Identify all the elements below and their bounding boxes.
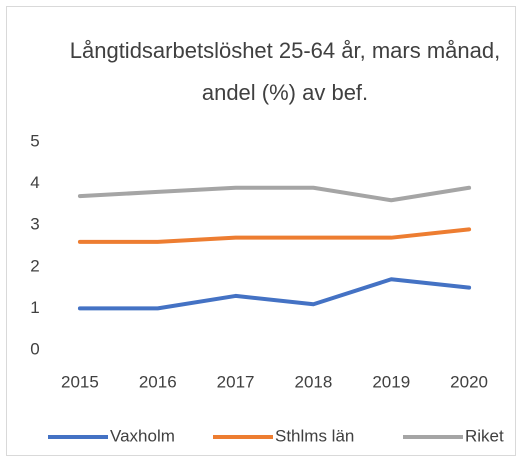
x-tick-label: 2016 bbox=[139, 372, 177, 391]
y-tick-label: 1 bbox=[30, 298, 39, 317]
legend-label: Sthlms län bbox=[275, 426, 354, 445]
series-line bbox=[77, 227, 472, 244]
y-tick-label: 5 bbox=[30, 131, 39, 150]
x-tick-label: 2018 bbox=[295, 372, 333, 391]
y-tick-label: 2 bbox=[30, 256, 39, 275]
series-line bbox=[77, 185, 472, 203]
chart-title: Långtidsarbetslöshet 25-64 år, mars måna… bbox=[69, 38, 501, 105]
x-tick-label: 2017 bbox=[217, 372, 255, 391]
x-tick-label: 2020 bbox=[450, 372, 488, 391]
y-tick-label: 4 bbox=[30, 173, 39, 192]
legend-label: Riket bbox=[465, 426, 504, 445]
y-tick-label: 0 bbox=[30, 339, 39, 358]
x-tick-label: 2019 bbox=[372, 372, 410, 391]
legend-label: Vaxholm bbox=[110, 426, 175, 445]
series-line bbox=[77, 277, 472, 311]
chart-frame bbox=[6, 6, 516, 456]
x-tick-label: 2015 bbox=[61, 372, 99, 391]
y-tick-label: 3 bbox=[30, 215, 39, 234]
